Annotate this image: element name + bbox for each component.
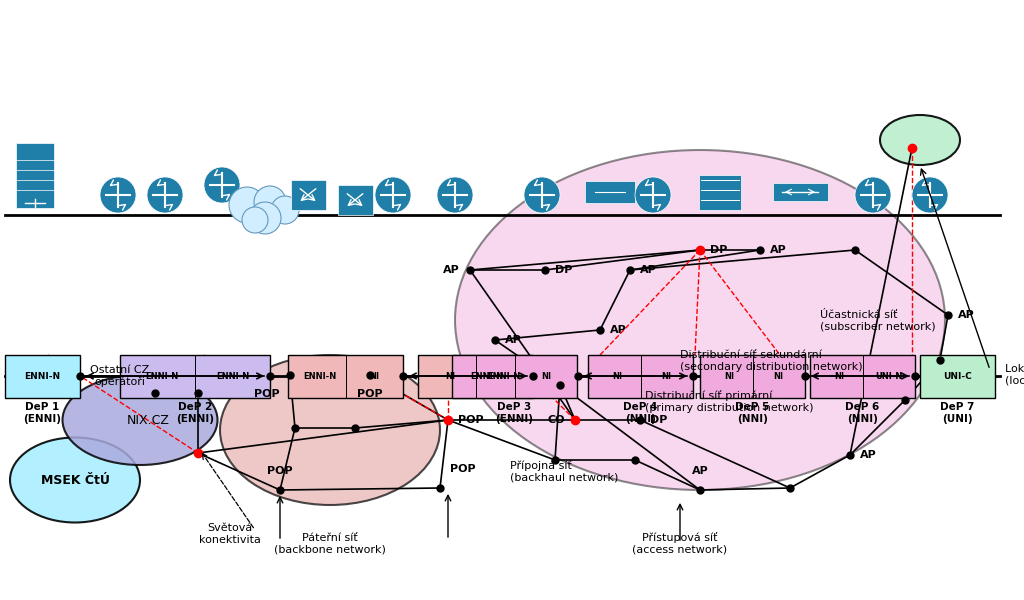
Text: DeP 4
(NNI): DeP 4 (NNI): [624, 402, 657, 424]
FancyBboxPatch shape: [700, 355, 805, 398]
Text: POP: POP: [254, 389, 280, 399]
Text: DeP 1
(ENNI): DeP 1 (ENNI): [24, 402, 61, 424]
Text: POP: POP: [450, 464, 475, 474]
Text: ENNI-N: ENNI-N: [487, 372, 521, 381]
Circle shape: [437, 177, 473, 213]
FancyBboxPatch shape: [5, 355, 80, 398]
Text: DeP 2
(ENNI): DeP 2 (ENNI): [176, 402, 214, 424]
Circle shape: [242, 207, 268, 233]
Text: NI: NI: [724, 372, 734, 381]
Circle shape: [204, 167, 240, 203]
Circle shape: [855, 177, 891, 213]
FancyBboxPatch shape: [288, 355, 403, 398]
Text: Distribuční síť primární
(primary distribution network): Distribuční síť primární (primary distri…: [645, 390, 813, 413]
Text: AP: AP: [443, 265, 460, 275]
Text: POP: POP: [267, 466, 293, 476]
Text: AP: AP: [505, 335, 522, 345]
Text: AP: AP: [958, 310, 975, 320]
Circle shape: [635, 177, 671, 213]
Circle shape: [229, 187, 265, 223]
Circle shape: [147, 177, 183, 213]
Ellipse shape: [455, 150, 945, 490]
Text: CO: CO: [548, 415, 565, 425]
FancyBboxPatch shape: [338, 185, 373, 215]
Circle shape: [271, 196, 299, 224]
Text: DeP 7
(UNI): DeP 7 (UNI): [940, 402, 975, 424]
Text: Přístupová síť
(access network): Přístupová síť (access network): [633, 532, 728, 555]
Text: Světová
konektivita: Světová konektivita: [199, 523, 261, 545]
Text: ENNI-N: ENNI-N: [145, 372, 178, 381]
FancyBboxPatch shape: [810, 355, 915, 398]
Text: UNI-C: UNI-C: [943, 372, 972, 381]
Text: Distribuční síť sekundární
(secondary distribution network): Distribuční síť sekundární (secondary di…: [680, 350, 862, 371]
FancyBboxPatch shape: [699, 175, 741, 209]
Text: NI: NI: [541, 372, 551, 381]
Ellipse shape: [10, 437, 140, 523]
Circle shape: [254, 186, 286, 218]
FancyBboxPatch shape: [588, 355, 693, 398]
Text: AP: AP: [770, 245, 786, 255]
Text: ENNI-N: ENNI-N: [216, 372, 249, 381]
Ellipse shape: [220, 355, 440, 505]
Text: POP: POP: [458, 415, 483, 425]
FancyBboxPatch shape: [452, 355, 577, 398]
Ellipse shape: [62, 375, 217, 465]
FancyBboxPatch shape: [120, 355, 270, 398]
Text: NI: NI: [774, 372, 783, 381]
Text: Účastnická síť
(subscriber network): Účastnická síť (subscriber network): [820, 310, 936, 332]
Text: NIX.CZ: NIX.CZ: [127, 413, 169, 427]
FancyBboxPatch shape: [291, 180, 326, 210]
Text: NI: NI: [835, 372, 845, 381]
Text: NI: NI: [445, 372, 456, 381]
Text: AP: AP: [640, 265, 656, 275]
Text: Ostatní CZ
operátoři: Ostatní CZ operátoři: [90, 365, 150, 387]
Text: NI: NI: [662, 372, 672, 381]
Circle shape: [524, 177, 560, 213]
Circle shape: [375, 177, 411, 213]
Text: Přípojná síť
(backhaul network): Přípojná síť (backhaul network): [510, 460, 618, 482]
Text: ENNI-N: ENNI-N: [470, 372, 504, 381]
Circle shape: [249, 202, 281, 234]
Text: AP: AP: [860, 450, 877, 460]
Text: MSEK ČtÚ: MSEK ČtÚ: [41, 473, 110, 487]
Text: Páteřní síť
(backbone network): Páteřní síť (backbone network): [274, 533, 386, 555]
FancyBboxPatch shape: [16, 142, 54, 208]
Text: AP: AP: [691, 466, 709, 476]
Circle shape: [912, 177, 948, 213]
Ellipse shape: [880, 115, 961, 165]
Text: ENNI-N: ENNI-N: [303, 372, 337, 381]
FancyBboxPatch shape: [920, 355, 995, 398]
Text: AP: AP: [610, 325, 627, 335]
Text: DP: DP: [710, 245, 727, 255]
Text: POP: POP: [357, 389, 383, 399]
Text: NI: NI: [612, 372, 623, 381]
Text: DeP 5
(NNI): DeP 5 (NNI): [735, 402, 770, 424]
Text: Lokální síť
(local area network): Lokální síť (local area network): [1005, 364, 1024, 386]
Circle shape: [100, 177, 136, 213]
Text: DeP 3
(ENNI): DeP 3 (ENNI): [496, 402, 534, 424]
Text: ENNI-N: ENNI-N: [25, 372, 60, 381]
FancyBboxPatch shape: [772, 183, 827, 201]
Text: NI: NI: [370, 372, 379, 381]
Text: DP: DP: [650, 415, 668, 425]
Text: UNI-N: UNI-N: [876, 372, 902, 381]
FancyBboxPatch shape: [585, 181, 635, 203]
Text: DP: DP: [555, 265, 572, 275]
FancyBboxPatch shape: [418, 355, 534, 398]
Text: DeP 6
(NNI): DeP 6 (NNI): [846, 402, 880, 424]
